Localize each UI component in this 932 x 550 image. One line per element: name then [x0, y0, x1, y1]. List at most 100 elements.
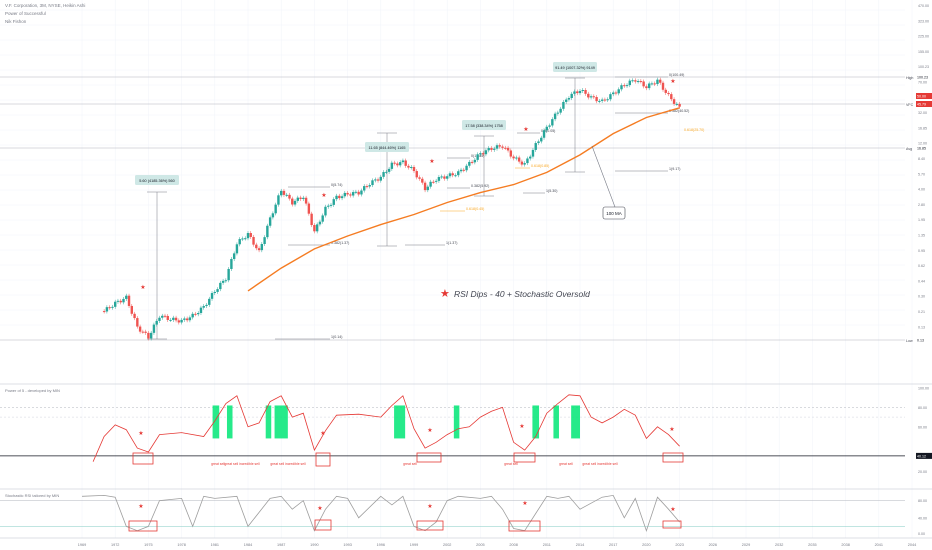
- candle-body: [224, 280, 228, 282]
- tag-avg-box: [916, 145, 932, 151]
- rsi-value-box: [916, 452, 932, 459]
- candle-body: [390, 162, 394, 169]
- candle-body: [194, 313, 197, 315]
- stoch-axis-tick: 0.00: [918, 532, 925, 536]
- candle-body: [606, 99, 609, 101]
- measure-label: 91.49 (1007.32%) 9149: [555, 66, 595, 70]
- candle-body: [645, 86, 648, 89]
- candle-body: [448, 173, 452, 177]
- candle-body: [144, 331, 147, 333]
- tag-high-box: [916, 74, 932, 80]
- candle-body: [172, 317, 175, 320]
- candle-body: [600, 99, 604, 101]
- candle-body: [678, 103, 681, 107]
- price-axis-tick: 0.44: [918, 279, 925, 283]
- candle-body: [670, 94, 673, 100]
- candle-body: [487, 148, 490, 151]
- price-axis-tick: 323.00: [918, 19, 929, 23]
- stoch-panel: Stochastic RSI tailored by MIN 80.00 40.0…: [0, 493, 927, 536]
- candle-body: [614, 92, 618, 94]
- time-axis-tick: 1993: [343, 543, 351, 547]
- candle-body: [661, 82, 665, 90]
- candle-body: [675, 103, 679, 105]
- price-axis-tick: 2.80: [918, 203, 925, 207]
- candle-body: [387, 168, 391, 172]
- measure-label: 17.58 (338.34%) 1758: [465, 124, 503, 128]
- candle-body: [205, 304, 208, 307]
- candle-body: [465, 165, 468, 171]
- candle-body: [232, 253, 236, 260]
- fib-levels: 0(100.49) 0.382(40.52) 0.618(25.70) 1(9.17)…: [0, 73, 905, 341]
- time-axis-tick: 1981: [211, 543, 219, 547]
- rsi-note: great sell: [403, 462, 417, 466]
- candle-body: [246, 233, 250, 239]
- candle-body: [412, 166, 416, 172]
- candle-body: [136, 318, 139, 327]
- candle-body: [216, 289, 219, 292]
- candle-body: [349, 194, 352, 196]
- candle-body: [133, 313, 136, 319]
- candle-body: [462, 169, 465, 171]
- candle-body: [625, 85, 629, 87]
- candle-body: [551, 119, 554, 126]
- candle-body: [105, 307, 109, 312]
- price-axis-tick: 0.21: [918, 310, 925, 314]
- candle-body: [567, 98, 571, 100]
- candle-body: [293, 200, 297, 205]
- candle-body: [130, 305, 133, 314]
- tag-low-box: [916, 337, 932, 343]
- time-axis-tick: 2011: [543, 543, 551, 547]
- candle-body: [263, 237, 266, 245]
- measure-label: 11.65 (844.46%) 1165: [368, 146, 405, 150]
- candle-body: [426, 186, 430, 191]
- candle-body: [506, 147, 510, 151]
- fib-label: 0.382(5.92): [471, 184, 489, 188]
- rsi-green-fill: [453, 405, 460, 439]
- indicator-label-1: Power of Successful: [5, 11, 46, 16]
- candle-body: [338, 195, 341, 199]
- candle-body: [529, 156, 532, 159]
- stoch-oversold-box: [662, 520, 682, 529]
- candle-body: [545, 126, 548, 131]
- rsi-oversold-box: [662, 452, 684, 463]
- price-axis-tick: 470.00: [918, 4, 929, 8]
- candle-body: [653, 83, 656, 85]
- tag-red-value: 50.00: [917, 95, 926, 99]
- signal-star-icon: ★: [669, 426, 674, 433]
- candle-body: [188, 317, 192, 321]
- candle-body: [161, 315, 164, 318]
- candle-body: [587, 93, 590, 98]
- candle-body: [277, 195, 280, 205]
- candle-body: [252, 236, 255, 245]
- candle-body: [459, 169, 463, 172]
- rsi-green-fill: [226, 405, 233, 439]
- candle-body: [434, 180, 438, 182]
- candle-body: [374, 179, 377, 181]
- candle-body: [443, 176, 446, 179]
- candle-body: [526, 158, 529, 164]
- stoch-panel-title: Stochastic RSI tailored by MIN: [5, 493, 59, 498]
- candle-body: [656, 79, 659, 85]
- candle-body: [401, 160, 405, 163]
- candle-body: [531, 149, 535, 157]
- candle-body: [163, 315, 167, 317]
- candle-body: [271, 213, 275, 218]
- candle-body: [404, 160, 407, 166]
- candle-body: [418, 177, 421, 179]
- stoch-oversold-box: [508, 520, 541, 532]
- fib-label: 1(9.17): [669, 167, 680, 171]
- candle-body: [415, 171, 418, 178]
- rsi-note: great sell incredible sell: [224, 462, 259, 466]
- price-axis-tick: 16.85: [918, 126, 927, 130]
- chart-header: V.F. Corporation, 3M, NYSE, Heikin Ashi …: [5, 3, 85, 24]
- signal-star-icon: ★: [138, 503, 143, 510]
- candle-body: [280, 190, 283, 196]
- price-axis-tick: 0.30: [918, 295, 925, 299]
- candle-body: [628, 80, 631, 86]
- rsi-oversold-box: [315, 452, 331, 467]
- candle-body: [332, 199, 335, 205]
- time-axis-tick: 2029: [742, 543, 750, 547]
- fib-label: 1(5.30): [546, 189, 557, 193]
- candle-body: [166, 315, 169, 320]
